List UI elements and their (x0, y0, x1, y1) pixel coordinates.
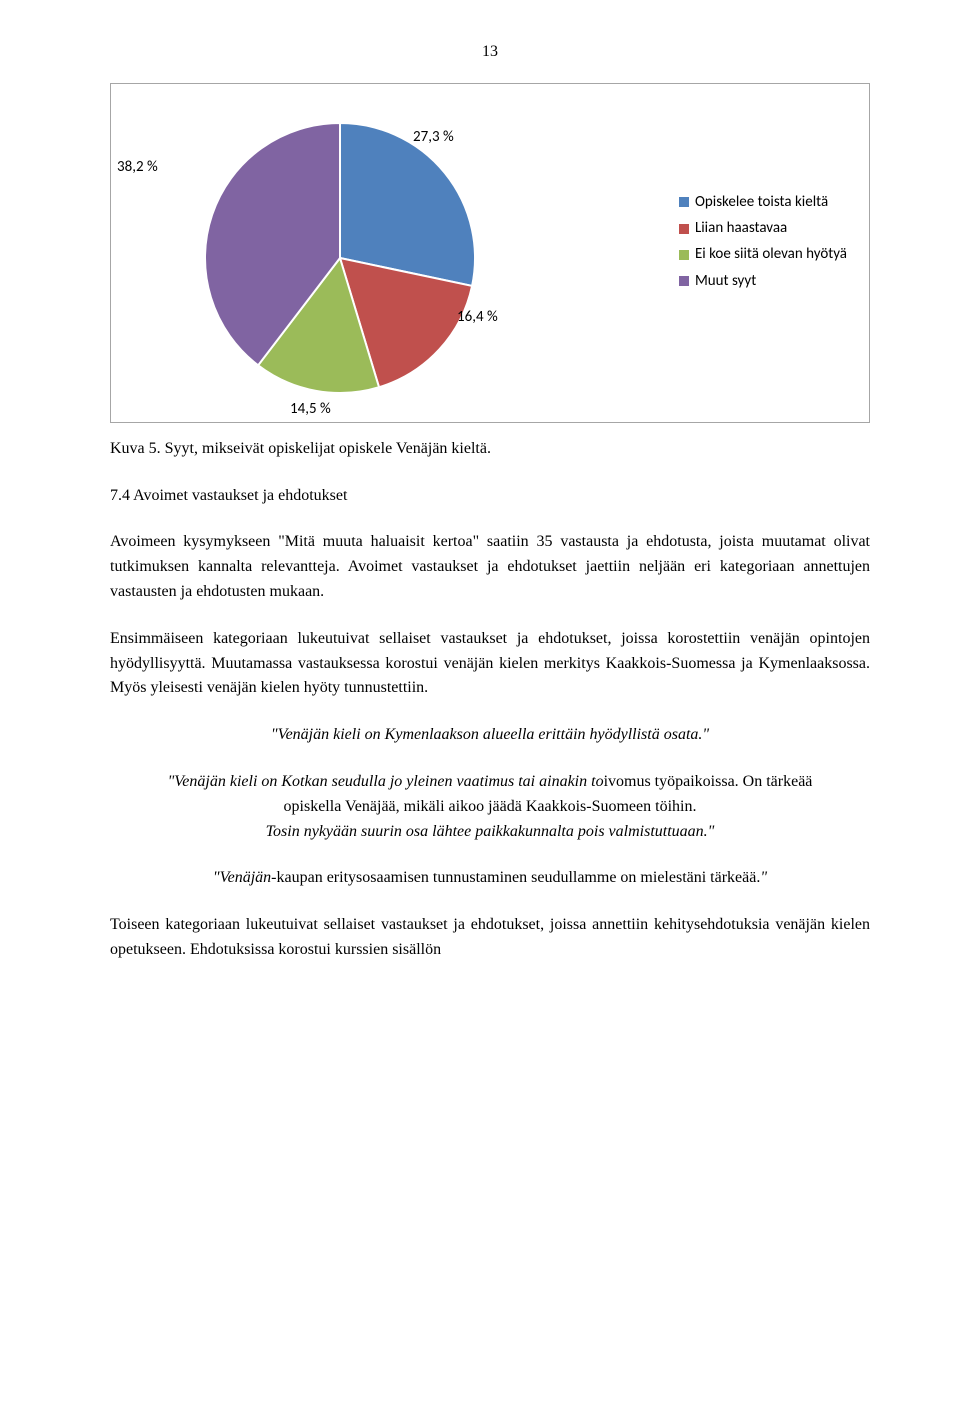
quote-3-part-a: "Venäjän- (213, 869, 277, 886)
page-number: 13 (110, 40, 870, 65)
pie-slice-label: 14,5 % (290, 398, 331, 421)
figure-caption: Kuva 5. Syyt, mikseivät opiskelijat opis… (110, 437, 870, 462)
legend-swatch (679, 224, 689, 234)
section-heading: 7.4 Avoimet vastaukset ja ehdotukset (110, 484, 870, 509)
legend-item: Ei koe siitä olevan hyötyä (679, 243, 847, 266)
legend-label: Ei koe siitä olevan hyötyä (695, 243, 847, 266)
pie-svg-holder (165, 108, 515, 417)
quote-2-part-d: Tosin nykyään suurin osa lähtee paikkaku… (266, 823, 715, 840)
quote-3-part-c: " (760, 869, 767, 886)
legend-item: Muut syyt (679, 270, 847, 293)
pie-slice-label: 16,4 % (457, 306, 498, 329)
paragraph-2: Ensimmäiseen kategoriaan lukeutuivat sel… (110, 627, 870, 701)
pie-chart-container: 27,3 % 16,4 % 14,5 % 38,2 % Opiskelee toist… (110, 83, 870, 423)
quote-1: "Venäjän kieli on Kymenlaakson alueella … (110, 723, 870, 748)
legend-swatch (679, 197, 689, 207)
paragraph-3: Toiseen kategoriaan lukeutuivat sellaise… (110, 913, 870, 963)
legend-label: Opiskelee toista kieltä (695, 191, 828, 214)
legend-swatch (679, 250, 689, 260)
quote-2-part-b: ivomus työpaikoissa (604, 773, 735, 790)
quote-2-part-a: "Venäjän kieli on Kotkan seudulla jo yle… (168, 773, 604, 790)
legend-label: Liian haastavaa (695, 217, 787, 240)
paragraph-1: Avoimeen kysymykseen "Mitä muuta haluais… (110, 530, 870, 604)
quote-3: "Venäjän-kaupan eritysosaamisen tunnusta… (110, 866, 870, 891)
legend-swatch (679, 276, 689, 286)
quote-2: "Venäjän kieli on Kotkan seudulla jo yle… (140, 770, 840, 844)
legend-item: Opiskelee toista kieltä (679, 191, 847, 214)
chart-legend: Opiskelee toista kieltä Liian haastavaa Ei… (679, 188, 847, 296)
legend-label: Muut syyt (695, 270, 756, 293)
legend-item: Liian haastavaa (679, 217, 847, 240)
pie-chart: 27,3 %16,4 %14,5 %38,2 % Opiskelee toist… (125, 98, 855, 404)
pie-slice-label: 38,2 % (117, 156, 158, 179)
pie-slice-label: 27,3 % (413, 126, 454, 149)
quote-3-part-b: kaupan eritysosaamisen tunnustaminen seu… (277, 869, 761, 886)
